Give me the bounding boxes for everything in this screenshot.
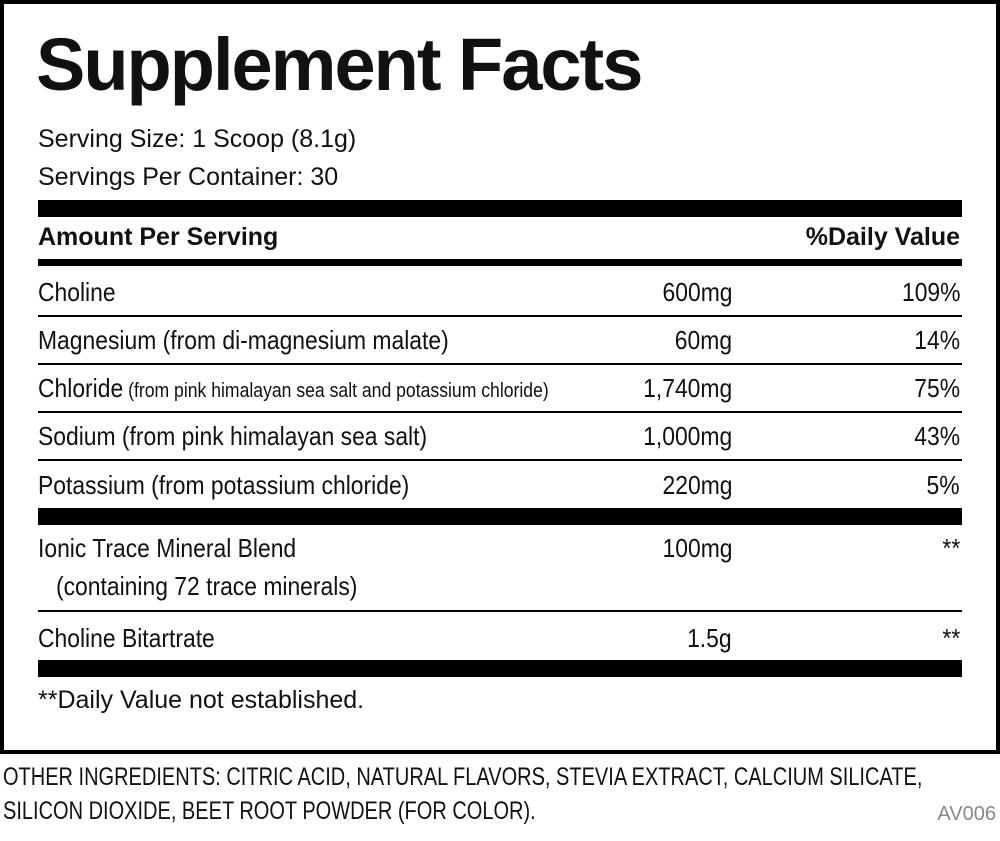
rule	[38, 259, 962, 266]
nutrient-name-text: Magnesium (from di-magnesium malate)	[38, 325, 449, 355]
daily-value: 75%	[914, 373, 960, 403]
nutrient-name-text: Choline Bitartrate	[38, 623, 215, 653]
product-code: AV006	[937, 803, 996, 825]
nutrient-name: Potassium (from potassium chloride)	[38, 461, 409, 509]
amount: 1,000mg	[642, 421, 732, 451]
row-rule	[38, 459, 962, 461]
nutrient-name-text: Choline	[38, 277, 116, 307]
daily-value: 43%	[914, 421, 960, 451]
rule	[38, 200, 962, 217]
daily-value: 5%	[926, 470, 960, 500]
daily-value: **	[942, 623, 960, 653]
nutrient-name: Chloride (from pink himalayan sea salt a…	[38, 364, 549, 415]
footnote: **Daily Value not established.	[38, 686, 365, 714]
nutrient-name: Magnesium (from di-magnesium malate)	[38, 316, 449, 364]
row-rule	[38, 315, 962, 317]
nutrient-note: (containing 72 trace minerals)	[56, 571, 358, 601]
nutrient-note: (from pink himalayan sea salt and potass…	[123, 380, 549, 402]
rule	[38, 610, 962, 612]
title: Supplement Facts	[36, 23, 643, 106]
nutrient-name-text: Ionic Trace Mineral Blend	[38, 533, 297, 563]
nutrient-name: Ionic Trace Mineral Blend	[38, 524, 296, 572]
nutrient-name: Choline	[38, 268, 116, 316]
daily-value: **	[942, 533, 960, 563]
amount-header: Amount Per Serving	[38, 223, 279, 251]
daily-value: 109%	[901, 277, 960, 307]
other-ingredients: OTHER INGREDIENTS: CITRIC ACID, NATURAL …	[3, 763, 923, 791]
nutrient-name-text: Sodium (from pink himalayan sea salt)	[38, 421, 428, 451]
amount: 1,740mg	[642, 373, 732, 403]
other-ingredients: SILICON DIOXIDE, BEET ROOT POWDER (FOR C…	[3, 797, 536, 825]
amount: 600mg	[662, 277, 732, 307]
rule	[38, 660, 962, 677]
daily-value: 14%	[914, 325, 960, 355]
amount: 60mg	[674, 325, 732, 355]
row-rule	[38, 363, 962, 365]
row-rule	[38, 411, 962, 413]
amount: 100mg	[662, 533, 732, 563]
nutrient-name: Sodium (from pink himalayan sea salt)	[38, 412, 427, 460]
amount: 1.5g	[687, 623, 732, 653]
facts-panel	[0, 0, 1000, 754]
servings-per-container: Servings Per Container: 30	[38, 163, 339, 191]
serving-size: Serving Size: 1 Scoop (8.1g)	[38, 125, 357, 153]
nutrient-name-text: Potassium (from potassium chloride)	[38, 470, 410, 500]
rule	[38, 508, 962, 525]
amount: 220mg	[662, 470, 732, 500]
nutrient-name: Choline Bitartrate	[38, 614, 215, 662]
nutrient-name-text: Chloride	[38, 373, 124, 403]
dv-header: %Daily Value	[805, 223, 960, 251]
